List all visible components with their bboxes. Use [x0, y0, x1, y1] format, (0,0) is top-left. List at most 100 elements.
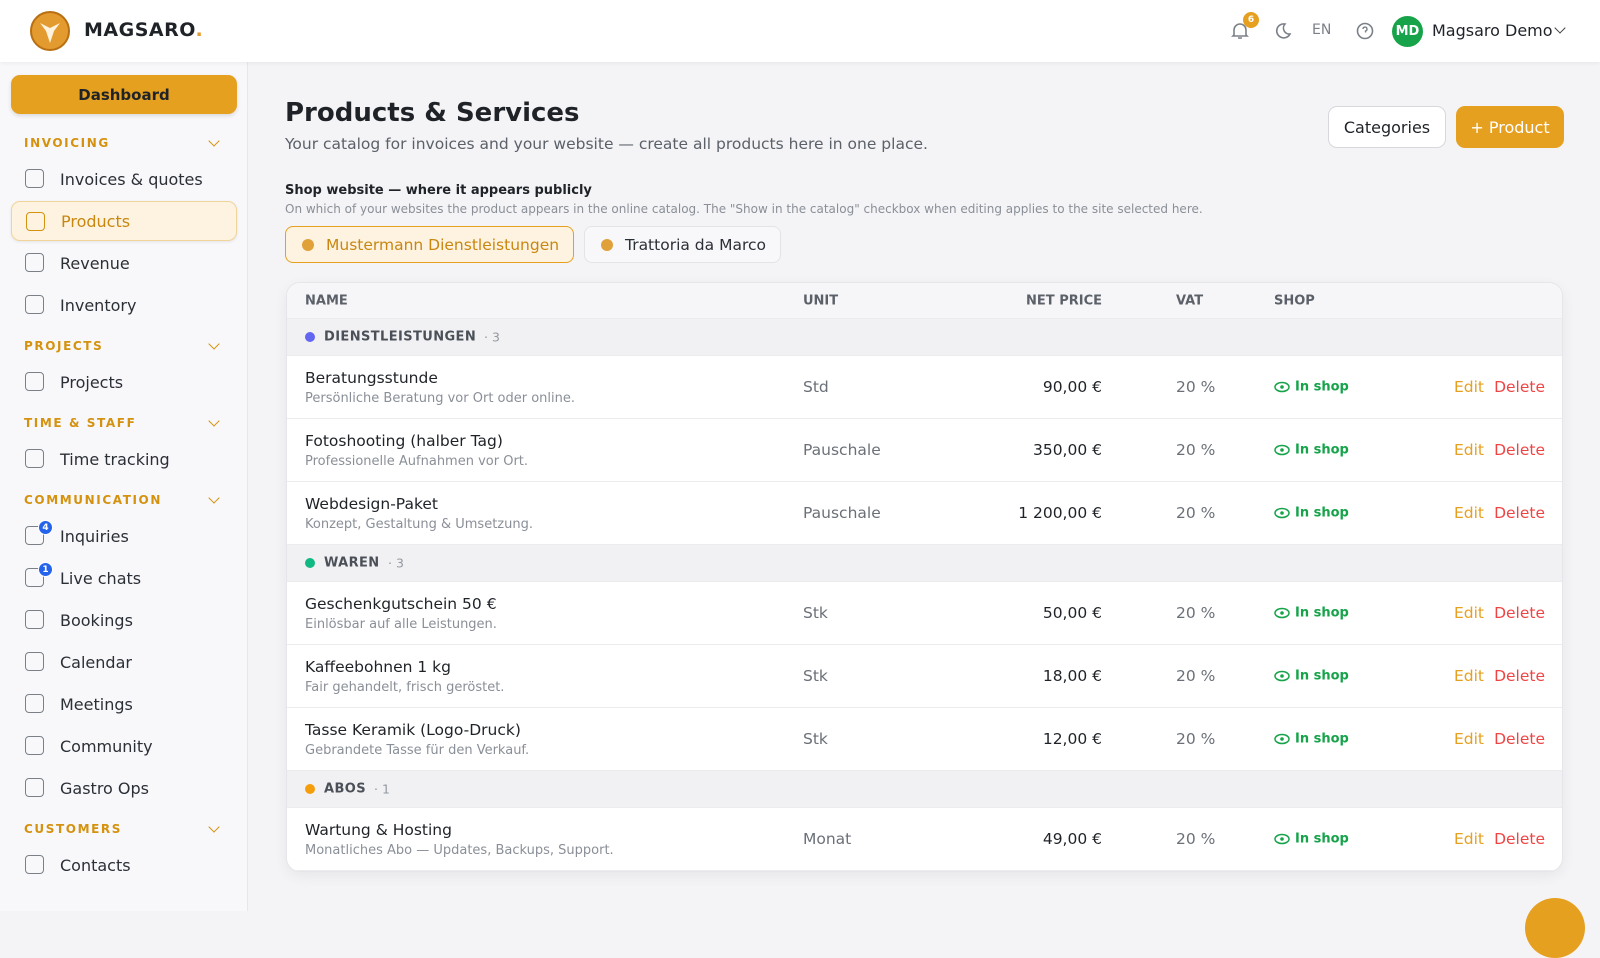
- group-count: 1: [374, 782, 390, 797]
- product-price: 90,00 €: [1042, 378, 1102, 396]
- shop-status: In shop: [1274, 443, 1349, 458]
- dashboard-button[interactable]: Dashboard: [11, 75, 237, 114]
- nav-label: Time tracking: [60, 449, 170, 469]
- site-tab[interactable]: Trattoria da Marco: [584, 226, 781, 263]
- product-unit: Stk: [803, 667, 828, 685]
- nav-item[interactable]: Community: [11, 726, 237, 766]
- nav-item[interactable]: Time tracking: [11, 439, 237, 479]
- product-unit: Pauschale: [803, 504, 881, 522]
- group-dot: [305, 332, 315, 342]
- theme-toggle[interactable]: [1272, 21, 1292, 41]
- section-toggle[interactable]: [208, 821, 220, 833]
- delete-button[interactable]: Delete: [1494, 730, 1545, 748]
- site-tab[interactable]: Mustermann Dienstleistungen: [285, 226, 575, 263]
- group-count: 3: [484, 330, 500, 345]
- product-unit: Monat: [803, 830, 852, 848]
- chat-fab[interactable]: [1525, 898, 1585, 958]
- bell-icon[interactable]: [1230, 21, 1250, 41]
- nav-icon: [25, 652, 44, 671]
- shop-status-label: In shop: [1295, 505, 1349, 521]
- categories-button[interactable]: Categories: [1328, 106, 1446, 148]
- eye-icon: [1274, 507, 1290, 519]
- edit-button[interactable]: Edit: [1453, 830, 1484, 848]
- product-description: Einlösbar auf alle Leistungen.: [305, 617, 497, 632]
- nav-icon: [25, 169, 44, 188]
- nav-label: Meetings: [60, 694, 133, 714]
- delete-button[interactable]: Delete: [1494, 604, 1545, 622]
- edit-button[interactable]: Edit: [1453, 667, 1484, 685]
- nav-item[interactable]: Live chats 1: [11, 558, 237, 598]
- nav-icon: [25, 372, 44, 391]
- nav-label: Contacts: [60, 855, 131, 875]
- nav-badge: 4: [38, 520, 53, 535]
- product-row: Geschenkgutschein 50 € Einlösbar auf alle…: [287, 582, 1562, 645]
- nav-label: Projects: [60, 372, 124, 392]
- delete-button[interactable]: Delete: [1494, 830, 1545, 848]
- product-description: Fair gehandelt, frisch geröstet.: [305, 680, 505, 695]
- edit-button[interactable]: Edit: [1453, 504, 1484, 522]
- product-description: Gebrandete Tasse für den Verkauf.: [305, 743, 530, 758]
- edit-button[interactable]: Edit: [1453, 604, 1484, 622]
- nav-item[interactable]: Revenue: [11, 243, 237, 283]
- nav-item[interactable]: Inventory: [11, 285, 237, 325]
- avatar[interactable]: MD: [1392, 16, 1423, 47]
- product-row: Wartung & Hosting Monatliches Abo — Updat…: [287, 808, 1562, 871]
- help-icon[interactable]: [1355, 21, 1375, 41]
- sidebar: Dashboard INVOICING Invoices & quotes Produ…: [0, 62, 248, 911]
- product-row: Webdesign-Paket Konzept, Gestaltung & Ums…: [287, 482, 1562, 545]
- nav-icon: [25, 526, 44, 545]
- nav-item[interactable]: Products: [11, 201, 237, 241]
- delete-button[interactable]: Delete: [1494, 441, 1545, 459]
- product-row: Kaffeebohnen 1 kg Fair gehandelt, frisch …: [287, 645, 1562, 708]
- product-description: Monatliches Abo — Updates, Backups, Supp…: [305, 843, 614, 858]
- edit-button[interactable]: Edit: [1453, 441, 1484, 459]
- section-title: TIME & STAFF: [24, 416, 137, 430]
- nav-label: Live chats: [60, 568, 142, 588]
- product-name: Kaffeebohnen 1 kg: [305, 658, 452, 676]
- product-description: Professionelle Aufnahmen vor Ort.: [305, 454, 529, 469]
- column-header: UNIT: [803, 293, 839, 308]
- nav-item[interactable]: Meetings: [11, 684, 237, 724]
- edit-button[interactable]: Edit: [1453, 730, 1484, 748]
- edit-button[interactable]: Edit: [1453, 378, 1484, 396]
- section-title: PROJECTS: [24, 339, 104, 353]
- nav-item[interactable]: Gastro Ops: [11, 768, 237, 808]
- product-vat: 20 %: [1176, 667, 1216, 685]
- nav-item[interactable]: Inquiries 4: [11, 516, 237, 556]
- section-toggle[interactable]: [208, 135, 220, 147]
- eye-icon: [1274, 670, 1290, 682]
- group-row: WAREN 3: [287, 545, 1562, 582]
- eye-icon: [1274, 444, 1290, 456]
- section-toggle[interactable]: [208, 415, 220, 427]
- user-name[interactable]: Magsaro Demo: [1432, 21, 1553, 40]
- nav-icon: [25, 694, 44, 713]
- eye-icon: [1274, 833, 1290, 845]
- language-switch[interactable]: EN: [1312, 22, 1332, 38]
- section-toggle[interactable]: [208, 338, 220, 350]
- product-row: Beratungsstunde Persönliche Beratung vor …: [287, 356, 1562, 419]
- nav-item[interactable]: Invoices & quotes: [11, 159, 237, 199]
- nav-item[interactable]: Calendar: [11, 642, 237, 682]
- nav-item[interactable]: Bookings: [11, 600, 237, 640]
- nav-item[interactable]: Contacts: [11, 845, 237, 885]
- column-header: NET PRICE: [1026, 293, 1102, 308]
- product-name: Wartung & Hosting: [305, 821, 452, 839]
- logo: [30, 11, 70, 51]
- delete-button[interactable]: Delete: [1494, 667, 1545, 685]
- delete-button[interactable]: Delete: [1494, 504, 1545, 522]
- column-header: SHOP: [1274, 293, 1315, 308]
- user-menu-chevron[interactable]: [1554, 22, 1566, 34]
- nav-label: Community: [60, 736, 153, 756]
- shop-status: In shop: [1274, 832, 1349, 847]
- delete-button[interactable]: Delete: [1494, 378, 1545, 396]
- shop-status-label: In shop: [1295, 831, 1349, 847]
- add-product-button[interactable]: + Product: [1456, 106, 1564, 148]
- group-name: ABOS: [324, 781, 366, 797]
- nav-item[interactable]: Projects: [11, 362, 237, 402]
- top-bar: MAGSARO. 6 EN MD Magsaro Demo: [0, 0, 1600, 62]
- section-toggle[interactable]: [208, 492, 220, 504]
- nav-icon: [25, 855, 44, 874]
- shop-status-label: In shop: [1295, 605, 1349, 621]
- nav-icon: [25, 295, 44, 314]
- group-name: DIENSTLEISTUNGEN: [324, 329, 477, 345]
